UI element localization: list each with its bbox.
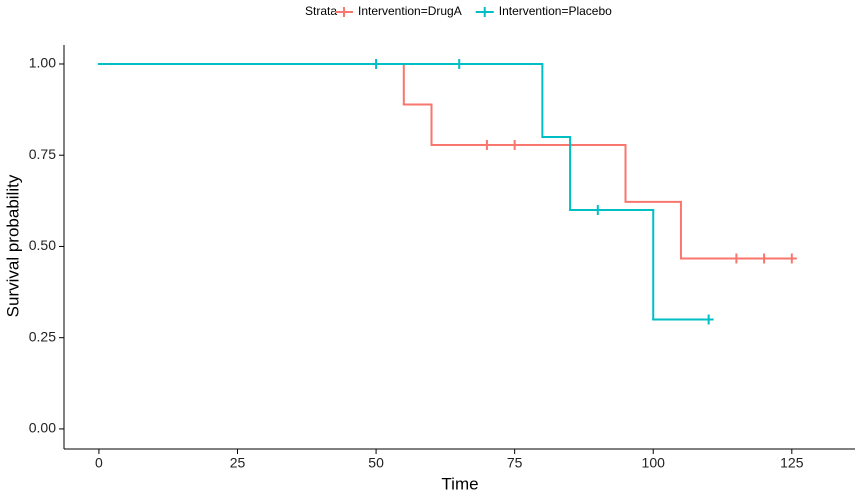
y-tick-label: 1.00 <box>29 55 56 71</box>
legend-label: Intervention=Placebo <box>499 4 612 18</box>
legend-title: Strata <box>305 4 337 18</box>
censor-mark <box>481 139 492 150</box>
censor-mark <box>703 314 714 325</box>
legend-swatch-plus <box>339 7 349 17</box>
y-tick-label: 0.75 <box>29 146 56 162</box>
legend-label: Intervention=DrugA <box>358 4 462 18</box>
censor-mark <box>731 253 742 264</box>
legend-item: Intervention=Placebo <box>475 4 612 18</box>
x-tick-label: 75 <box>507 455 523 471</box>
censor-mark <box>371 58 382 69</box>
x-tick-label: 100 <box>642 455 666 471</box>
x-tick-label: 25 <box>230 455 246 471</box>
legend-swatch-plus <box>479 7 490 17</box>
legend-item: Intervention=DrugA <box>335 4 462 18</box>
survival-curve <box>97 62 797 264</box>
censor-mark <box>786 253 797 264</box>
x-tick-label: 0 <box>95 455 103 471</box>
censor-mark <box>592 204 603 215</box>
censor-mark <box>454 58 465 69</box>
y-tick-label: 0.50 <box>29 237 56 253</box>
censor-mark <box>759 253 770 264</box>
y-axis-title: Survival probability <box>3 174 22 317</box>
x-tick-label: 50 <box>368 455 384 471</box>
y-tick-label: 0.00 <box>29 420 56 436</box>
survival-curve <box>97 58 714 325</box>
x-tick-label: 125 <box>780 455 804 471</box>
censor-mark <box>509 139 520 150</box>
y-tick-label: 0.25 <box>29 328 56 344</box>
x-axis-title: Time <box>441 474 478 493</box>
